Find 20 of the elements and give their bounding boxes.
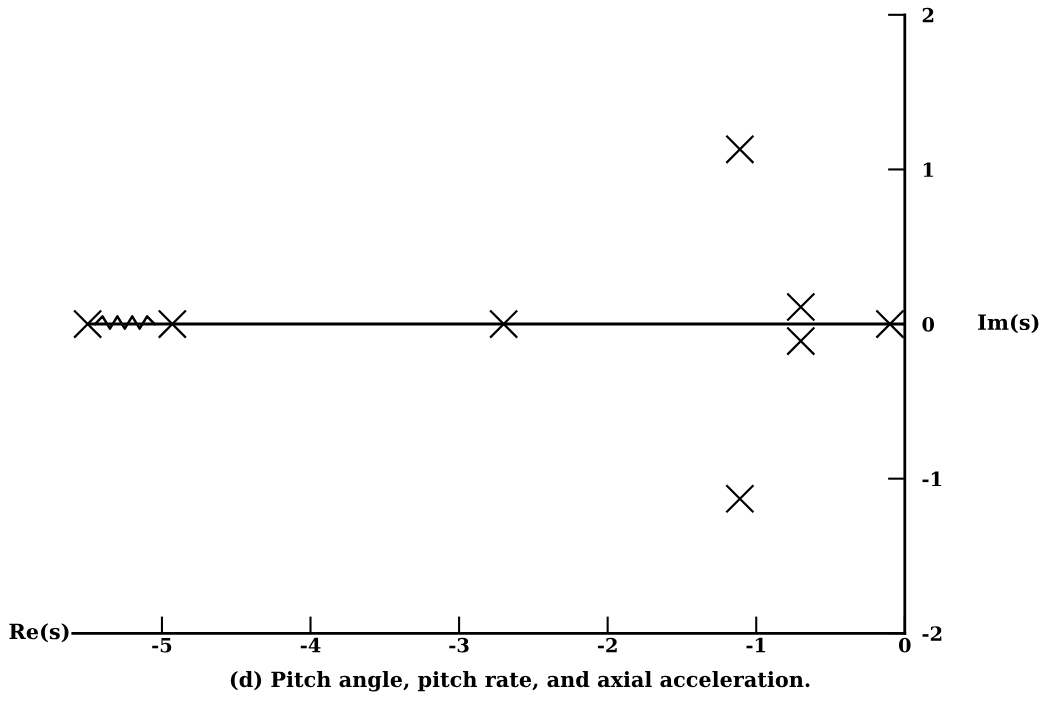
point xyxy=(786,292,816,322)
point xyxy=(725,134,755,164)
x-tick-label: -5 xyxy=(152,638,172,653)
point xyxy=(786,326,816,356)
x-tick-label: -4 xyxy=(300,637,321,653)
x-axis-title: Re(s) xyxy=(9,623,69,643)
y-axis-title: Im(s) xyxy=(978,313,1039,334)
point xyxy=(489,309,519,339)
y-tick-label: 1 xyxy=(923,162,934,177)
y-tick-label: -1 xyxy=(922,471,942,487)
y-tick-label: 2 xyxy=(922,7,934,23)
y-tick-label: -2 xyxy=(922,626,942,641)
point xyxy=(725,484,755,514)
y-tick-label: 0 xyxy=(922,317,935,332)
point xyxy=(157,309,187,339)
x-tick-label: -3 xyxy=(449,637,469,653)
x-tick-label: -2 xyxy=(597,637,617,653)
text: (d) Pitch angle, pitch rate, and axial acceleration. xyxy=(230,671,810,692)
x-tick-label: -1 xyxy=(746,637,766,653)
x-tick-label: 0 xyxy=(898,637,911,653)
